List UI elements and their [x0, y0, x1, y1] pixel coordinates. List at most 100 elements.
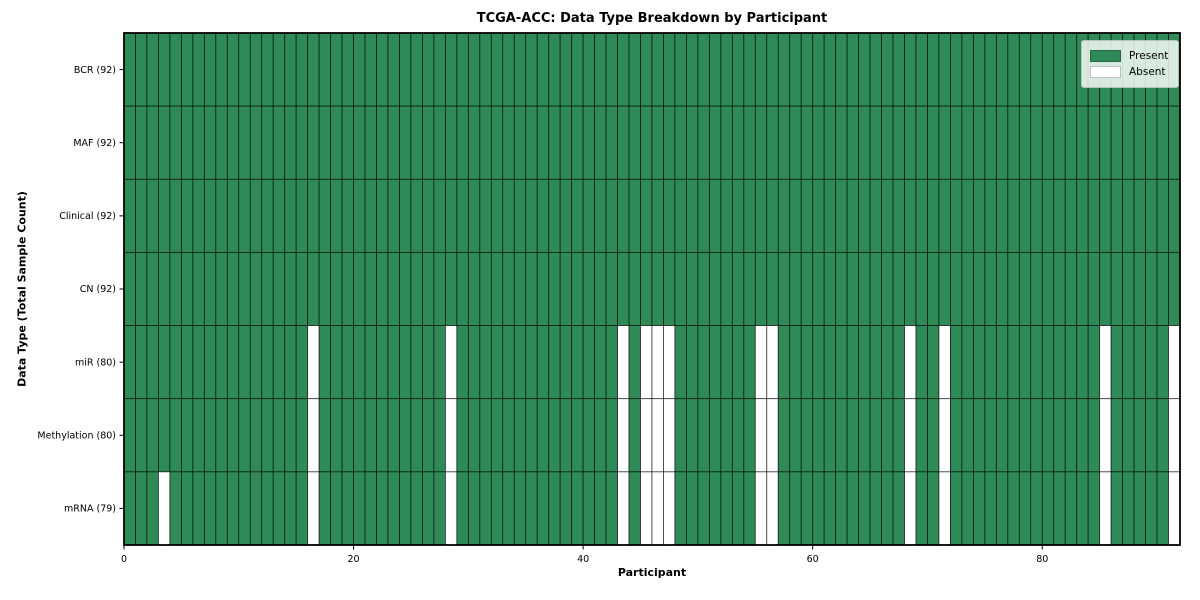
heatmap-cell [858, 325, 871, 400]
heatmap-cell [1007, 325, 1020, 400]
heatmap-cell [559, 325, 573, 400]
heatmap-cell [490, 325, 504, 400]
heatmap-cell [548, 471, 561, 546]
heatmap-cell [1007, 471, 1020, 546]
heatmap-cell [387, 398, 400, 473]
heatmap-cell [1030, 32, 1043, 107]
heatmap-cell [927, 398, 940, 473]
heatmap-cell [789, 178, 802, 253]
heatmap-cell [433, 252, 446, 326]
heatmap-cell [238, 105, 251, 180]
heatmap-cell [444, 105, 458, 180]
heatmap-cell [502, 325, 515, 400]
heatmap-cell [399, 325, 412, 400]
heatmap-cell [823, 325, 837, 400]
heatmap-cell [995, 325, 1009, 400]
heatmap-cell [1122, 325, 1135, 400]
heatmap-cell [800, 325, 814, 400]
heatmap-cell [422, 252, 435, 326]
legend-entry: Absent [1090, 65, 1168, 79]
heatmap-cell [571, 252, 584, 326]
heatmap-cell [628, 252, 641, 326]
legend-entry: Present [1090, 49, 1168, 63]
heatmap-cell [548, 398, 561, 473]
heatmap-cell [789, 252, 802, 326]
heatmap-cell [444, 471, 458, 546]
heatmap-cell [1122, 471, 1135, 546]
heatmap-cell [1064, 178, 1078, 253]
heatmap-cell [1110, 178, 1124, 253]
heatmap-cell [387, 105, 400, 180]
heatmap-cell [640, 398, 653, 473]
heatmap-cell [605, 105, 618, 180]
heatmap-cell [272, 105, 286, 180]
heatmap-cell [1133, 178, 1146, 253]
heatmap-cell [754, 471, 768, 546]
heatmap-cell [1041, 32, 1055, 107]
heatmap-cell [972, 471, 986, 546]
heatmap-cell [823, 398, 837, 473]
heatmap-cell [697, 32, 710, 107]
heatmap-cell [238, 178, 251, 253]
heatmap-cell [261, 398, 274, 473]
heatmap-cell [284, 32, 297, 107]
heatmap-cell [318, 398, 332, 473]
heatmap-cell [800, 398, 814, 473]
heatmap-cell [203, 471, 217, 546]
heatmap-cell [548, 325, 561, 400]
heatmap-cell [938, 325, 951, 400]
heatmap-cell [1064, 325, 1078, 400]
heatmap-cell [226, 325, 240, 400]
heatmap-cell [1122, 178, 1135, 253]
heatmap-cell [479, 105, 492, 180]
heatmap-cell [376, 471, 389, 546]
heatmap-cell [1007, 32, 1020, 107]
heatmap-cell [674, 178, 687, 253]
heatmap-cell [674, 398, 687, 473]
heatmap-cell [135, 398, 148, 473]
heatmap-cell [1145, 398, 1158, 473]
heatmap-cell [651, 252, 664, 326]
heatmap-cell [697, 105, 710, 180]
heatmap-cell [387, 471, 400, 546]
heatmap-cell [146, 398, 159, 473]
heatmap-cell [1099, 105, 1112, 180]
heatmap-cell [284, 471, 297, 546]
heatmap-cell [766, 32, 779, 107]
heatmap-cell [249, 325, 263, 400]
heatmap-cell [249, 398, 263, 473]
heatmap-cell [1064, 32, 1078, 107]
heatmap-cell [513, 398, 527, 473]
heatmap-cell [846, 252, 860, 326]
heatmap-cell [1018, 252, 1032, 326]
heatmap-cell [192, 178, 205, 253]
heatmap-cell [812, 32, 825, 107]
heatmap-cell [559, 178, 573, 253]
heatmap-cell [341, 471, 354, 546]
heatmap-cell [743, 471, 756, 546]
heatmap-cell [318, 32, 332, 107]
heatmap-cell [812, 105, 825, 180]
heatmap-cell [353, 105, 366, 180]
heatmap-cell [1087, 398, 1101, 473]
heatmap-cell [651, 105, 664, 180]
heatmap-cell [158, 105, 171, 180]
heatmap-cell [1168, 252, 1181, 326]
heatmap-cell [846, 471, 860, 546]
heatmap-cell [295, 398, 309, 473]
heatmap-cell [972, 252, 986, 326]
heatmap-cell [422, 325, 435, 400]
heatmap-cell [284, 252, 297, 326]
heatmap-cell [823, 252, 837, 326]
heatmap-cell [525, 471, 538, 546]
heatmap-cell [697, 471, 710, 546]
heatmap-cell [284, 325, 297, 400]
heatmap-cell [823, 178, 837, 253]
heatmap-cell [892, 178, 905, 253]
legend-swatch-absent [1090, 66, 1121, 78]
heatmap-cell [1099, 252, 1112, 326]
heatmap-cell [789, 398, 802, 473]
heatmap-cell [1030, 325, 1043, 400]
heatmap-cell [444, 325, 458, 400]
heatmap-cell [261, 32, 274, 107]
